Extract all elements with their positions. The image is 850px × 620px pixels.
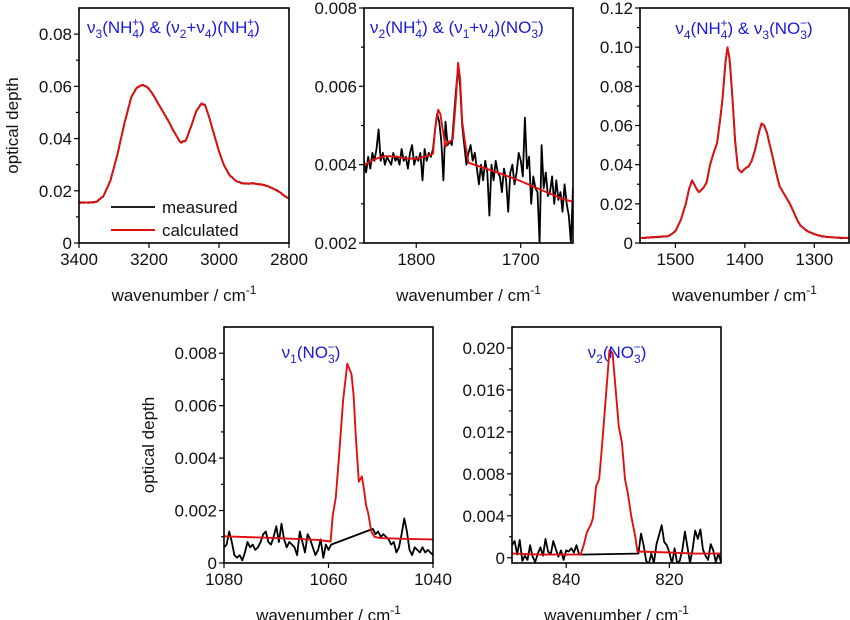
- x-tick-label: 3400: [60, 250, 98, 269]
- series-calculated-line: [79, 84, 289, 204]
- y-tick-label: 0.08: [600, 77, 633, 96]
- y-tick-label: 0.004: [314, 156, 357, 175]
- series-calculated-line: [364, 61, 573, 203]
- panel-annotation: ν4(NH4+) & ν3(NO3−): [675, 16, 812, 42]
- series-measured-line: [224, 517, 433, 562]
- y-tick-label: 0.004: [462, 507, 505, 526]
- panel-5: 0 0.004 0.008 0.012 0.016 0.020 840 820 wavenumb…: [462, 326, 722, 620]
- series-measured-line: [364, 65, 573, 243]
- series-measured-line: [512, 524, 721, 563]
- x-tick-label: 1800: [397, 250, 435, 269]
- legend-label-calculated: calculated: [162, 221, 239, 240]
- legend: measured calculated: [111, 198, 239, 240]
- y-tick-label: 0.008: [314, 0, 357, 18]
- panel-3: 0 0.02 0.04 0.06 0.08 0.10 0.12 1500 1400 1300 wav…: [600, 0, 850, 305]
- plot-frame: [78, 7, 290, 244]
- x-tick-label: 2800: [270, 250, 308, 269]
- x-tick-label: 3000: [200, 250, 238, 269]
- x-axis-title: wavenumber / cm-1: [543, 603, 689, 620]
- x-axis-title: wavenumber / cm-1: [255, 603, 401, 620]
- x-tick-label: 3200: [130, 250, 168, 269]
- y-tick-label: 0.006: [314, 77, 357, 96]
- y-tick-label: 0.006: [174, 397, 217, 416]
- x-axis-title: wavenumber / cm-1: [111, 283, 257, 305]
- series-measured-line: [79, 84, 289, 204]
- panel-2: 0.002 0.004 0.006 0.008 1800 1700 wavenumber /…: [314, 0, 574, 305]
- y-tick-label: 0.06: [600, 117, 633, 136]
- x-axis-title: wavenumber / cm-1: [671, 283, 817, 305]
- legend-label-measured: measured: [162, 198, 238, 217]
- y-tick-label: 0.08: [39, 25, 72, 44]
- y-tick-label: 0.002: [314, 234, 357, 253]
- panel-annotation: ν2(NO3−): [588, 340, 647, 366]
- y-tick-label: 0: [63, 234, 72, 253]
- y-tick-label: 0.020: [462, 339, 505, 358]
- x-tick-label: 1060: [310, 570, 348, 589]
- y-tick-label: 0.002: [174, 502, 217, 521]
- panel-1: 0 0.02 0.04 0.06 0.08 3400 3200 3000 2800 wavenum…: [3, 7, 308, 305]
- x-tick-label: 840: [552, 570, 580, 589]
- x-tick-label: 1400: [726, 250, 764, 269]
- x-axis-title: wavenumber / cm-1: [395, 283, 541, 305]
- series-measured-line: [640, 47, 849, 240]
- panel-annotation: ν1(NO3−): [282, 340, 341, 366]
- plot-frame: [511, 326, 722, 564]
- x-tick-label: 820: [655, 570, 683, 589]
- panel-annotation: ν2(NH4+) & (ν1+ν4)(NO3−): [370, 15, 544, 41]
- y-tick-label: 0.02: [39, 182, 72, 201]
- plot-frame: [639, 7, 850, 244]
- y-tick-label: 0.04: [600, 156, 633, 175]
- y-tick-label: 0.012: [462, 423, 505, 442]
- y-tick-label: 0.12: [600, 0, 633, 18]
- y-tick-label: 0.06: [39, 77, 72, 96]
- panel-4: 0 0.002 0.004 0.006 0.008 1080 1060 1040 wavenum…: [139, 326, 452, 620]
- x-tick-label: 1080: [205, 570, 243, 589]
- y-tick-label: 0: [624, 234, 633, 253]
- series-calculated-line: [512, 349, 721, 556]
- y-tick-label: 0.008: [462, 465, 505, 484]
- series-calculated-line: [224, 362, 433, 543]
- y-tick-label: 0.004: [174, 449, 217, 468]
- y-axis-title: optical depth: [3, 77, 22, 173]
- x-tick-label: 1040: [414, 570, 452, 589]
- y-tick-label: 0.008: [174, 344, 217, 363]
- y-tick-label: 0.04: [39, 130, 72, 149]
- y-axis-title: optical depth: [139, 397, 158, 493]
- series-calculated-line: [640, 46, 849, 240]
- x-tick-label: 1500: [656, 250, 694, 269]
- y-tick-label: 0: [496, 549, 505, 568]
- x-tick-label: 1300: [795, 250, 833, 269]
- plot-frame: [363, 7, 574, 244]
- y-tick-label: 0.016: [462, 381, 505, 400]
- y-tick-label: 0: [208, 554, 217, 573]
- panel-annotation: ν3(NH4+) & (ν2+ν4)(NH4+): [87, 15, 260, 41]
- x-tick-label: 1700: [502, 250, 540, 269]
- y-tick-label: 0.10: [600, 38, 633, 57]
- y-tick-label: 0.02: [600, 195, 633, 214]
